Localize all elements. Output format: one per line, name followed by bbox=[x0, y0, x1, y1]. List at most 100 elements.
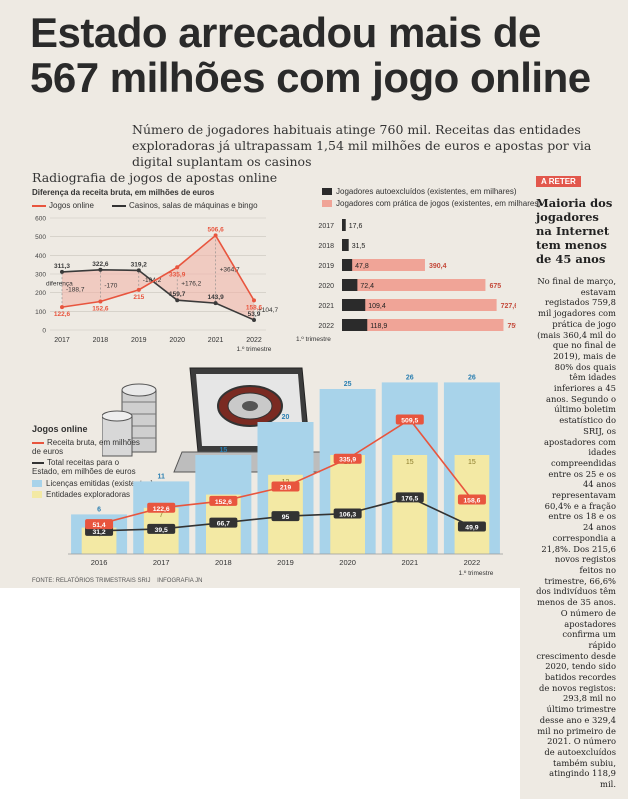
state-data-label: 95 bbox=[282, 514, 290, 521]
online-data-label: 335,9 bbox=[169, 271, 186, 278]
state-point bbox=[457, 521, 486, 532]
online-data-label: 158,6 bbox=[246, 304, 263, 311]
difference-label: -188,7 bbox=[66, 287, 85, 294]
x-tick-label: 2021 bbox=[401, 558, 418, 567]
excluded-bar-label: 72,4 bbox=[360, 283, 374, 290]
revenue-data-label: 158,6 bbox=[463, 498, 480, 505]
excluded-bar bbox=[342, 299, 366, 311]
casinos-point bbox=[175, 298, 180, 303]
year-label: 2022 bbox=[318, 323, 334, 330]
legend-online-label: Jogos online bbox=[49, 201, 94, 210]
online-data-label: 152,6 bbox=[92, 306, 109, 313]
players-chart: 2017 17,6 2018 31,5 2019 390,4 47,8 2020 675 72,4… bbox=[296, 219, 516, 343]
casinos-data-label: 53,9 bbox=[248, 311, 261, 318]
licences-label: 15 bbox=[219, 447, 227, 454]
difference-area bbox=[62, 235, 254, 320]
online-games-chart: 6420161172017159201820122019251520202615… bbox=[68, 374, 503, 577]
revenue-data-label: 335,9 bbox=[339, 457, 356, 464]
casinos-point bbox=[213, 301, 218, 306]
footer-source: FONTE: RELATÓRIOS TRIMESTRAIS SRIJ bbox=[32, 578, 151, 584]
revenue-data-label: 122,6 bbox=[153, 506, 170, 513]
revenue-point bbox=[457, 494, 486, 505]
casinos-point bbox=[136, 268, 141, 273]
revenue-data-label: 509,5 bbox=[401, 417, 418, 424]
year-label: 2018 bbox=[318, 243, 334, 250]
x-tick-label: 2017 bbox=[153, 558, 170, 567]
x-tick-label: 2021 bbox=[208, 337, 224, 344]
online-point bbox=[252, 298, 256, 303]
legend-excluded-label: Jogadores autoexcluídos (existentes, em … bbox=[336, 187, 517, 196]
legend-casinos: Casinos, salas de máquinas e bingo bbox=[112, 201, 258, 210]
sidebar-body: No final de março, estavam registados 75… bbox=[536, 276, 616, 790]
section-title: Radiografia de jogos de apostas online bbox=[32, 170, 278, 185]
revenue-chart-title: Diferença da receita bruta, em milhões d… bbox=[32, 188, 215, 197]
casinos-point bbox=[252, 317, 256, 322]
casinos-point bbox=[98, 267, 103, 272]
revenue-data-label: 152,6 bbox=[215, 499, 232, 506]
legend-entities-label: Entidades exploradoras bbox=[46, 490, 131, 499]
state-data-label: 31,2 bbox=[92, 529, 105, 536]
online-point bbox=[213, 233, 218, 238]
casinos-point bbox=[60, 269, 64, 274]
roulette-icon bbox=[217, 385, 283, 427]
practice-bar-label: 759,8 bbox=[507, 323, 516, 330]
legend-casinos-label: Casinos, salas de máquinas e bingo bbox=[129, 201, 258, 210]
casinos-series-line bbox=[61, 268, 255, 321]
revenue-difference-chart: 0 100 200 300 400 500 600 2017 -188,7 2018 -170 201… bbox=[35, 216, 278, 354]
difference-label: +104,7 bbox=[258, 307, 278, 314]
year-label: 2021 bbox=[318, 303, 334, 310]
online-point bbox=[175, 265, 180, 270]
legend-revenue-swatch bbox=[32, 442, 44, 444]
state-point bbox=[271, 511, 300, 522]
footer-credit: INFOGRAFIA JN bbox=[157, 578, 203, 584]
year-label: 2017 bbox=[318, 223, 334, 230]
online-point bbox=[136, 287, 141, 292]
difference-label: +364,7 bbox=[220, 266, 240, 273]
legend-state-label: Total receitas para o Estado, em milhões… bbox=[32, 458, 136, 476]
y-tick-label: 100 bbox=[35, 309, 46, 316]
legend-online: Jogos online bbox=[32, 201, 94, 210]
online-data-label: 506,6 bbox=[207, 226, 224, 233]
quarter-note: 1.º trimestre bbox=[458, 570, 493, 577]
casinos-data-label: 159,7 bbox=[169, 291, 186, 298]
casinos-data-label: 319,2 bbox=[131, 261, 148, 268]
state-point bbox=[395, 492, 424, 503]
licences-label: 20 bbox=[282, 414, 290, 421]
practice-bar-label: 675 bbox=[489, 283, 501, 290]
licences-label: 25 bbox=[344, 381, 352, 388]
state-data-label: 49,9 bbox=[465, 525, 478, 532]
y-tick-label: 300 bbox=[35, 272, 46, 279]
headline: Estado arrecadou mais de 567 milhões com… bbox=[30, 9, 591, 101]
legend-state: Total receitas para o Estado, em milhões… bbox=[32, 458, 148, 476]
difference-label: +176,2 bbox=[181, 281, 201, 288]
licences-label: 11 bbox=[158, 473, 166, 480]
revenue-point bbox=[85, 519, 114, 530]
online-point bbox=[98, 299, 103, 304]
revenue-data-label: 51,4 bbox=[92, 522, 105, 529]
y-tick-label: 0 bbox=[42, 328, 46, 335]
sidebar-heading: Maioria dos jogadores na Internet tem me… bbox=[536, 196, 613, 266]
online-series-line bbox=[61, 234, 255, 308]
state-data-label: 39,5 bbox=[155, 527, 168, 534]
practice-bar bbox=[342, 279, 486, 291]
licences-label: 6 bbox=[97, 506, 101, 513]
legend-practice-swatch bbox=[322, 200, 332, 208]
online-data-label: 215 bbox=[133, 294, 144, 301]
coin-stack-icon bbox=[102, 383, 157, 457]
legend-practice-label: Jogadores com prática de jogos (existent… bbox=[336, 199, 541, 208]
difference-label: -170 bbox=[104, 283, 117, 290]
footer: FONTE: RELATÓRIOS TRIMESTRAIS SRIJ INFOG… bbox=[32, 578, 202, 584]
online-point bbox=[60, 305, 64, 310]
y-tick-label: 500 bbox=[35, 234, 46, 241]
year-label: 2019 bbox=[318, 263, 334, 270]
x-tick-label: 2018 bbox=[215, 558, 232, 567]
legend-revenue: Receita bruta, em milhões de euros bbox=[32, 438, 142, 456]
year-label: 2020 bbox=[318, 283, 334, 290]
excluded-bar bbox=[342, 319, 368, 331]
revenue-point bbox=[271, 481, 300, 492]
online-data-label: 122,6 bbox=[54, 311, 71, 318]
legend-entities: Entidades exploradoras bbox=[32, 490, 130, 499]
revenue-point bbox=[209, 495, 238, 506]
legend-casinos-swatch bbox=[112, 204, 126, 207]
excluded-bar bbox=[342, 279, 358, 291]
